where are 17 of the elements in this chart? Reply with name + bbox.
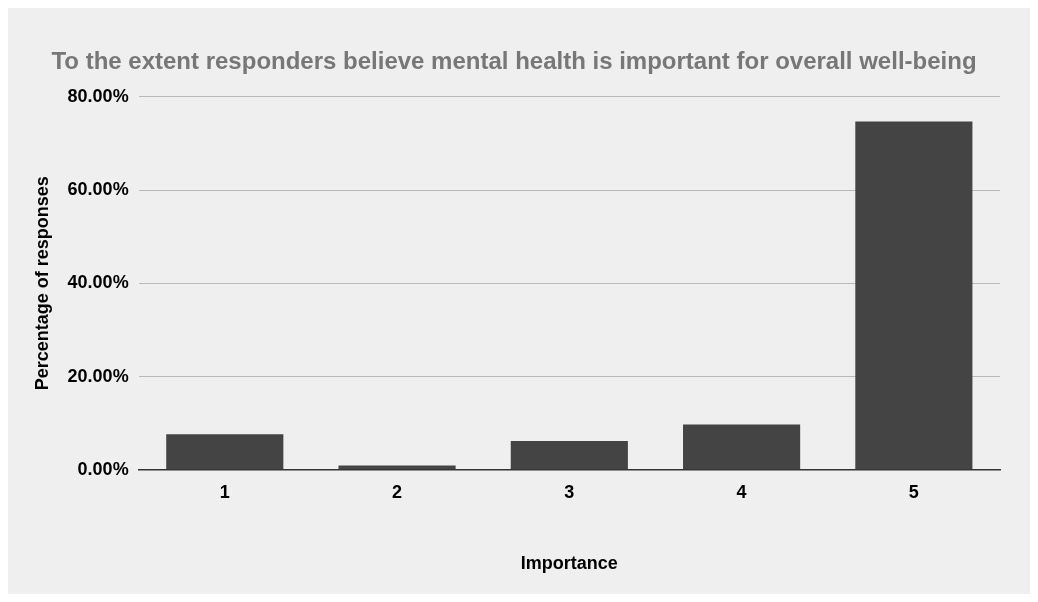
x-tick-label: 1 [219, 481, 230, 502]
x-axis-title: Importance [520, 553, 618, 574]
y-axis-title: Percentage of responses [31, 176, 52, 391]
y-tick-label: 40.00% [67, 272, 129, 293]
y-tick-label: 60.00% [67, 179, 129, 200]
x-tick-label: 2 [392, 481, 403, 502]
bar [855, 121, 973, 470]
y-tick-label: 0.00% [77, 458, 129, 479]
bar [683, 424, 801, 470]
bar [166, 434, 284, 470]
x-tick-label: 4 [736, 481, 747, 502]
x-tick-label: 5 [908, 481, 919, 502]
y-tick-label: 80.00% [67, 85, 129, 106]
y-tick-label: 20.00% [67, 365, 129, 386]
bar [510, 440, 628, 470]
chart-title: To the extent responders believe mental health is important for overall well-being [51, 47, 977, 75]
x-tick-label: 3 [564, 481, 575, 502]
